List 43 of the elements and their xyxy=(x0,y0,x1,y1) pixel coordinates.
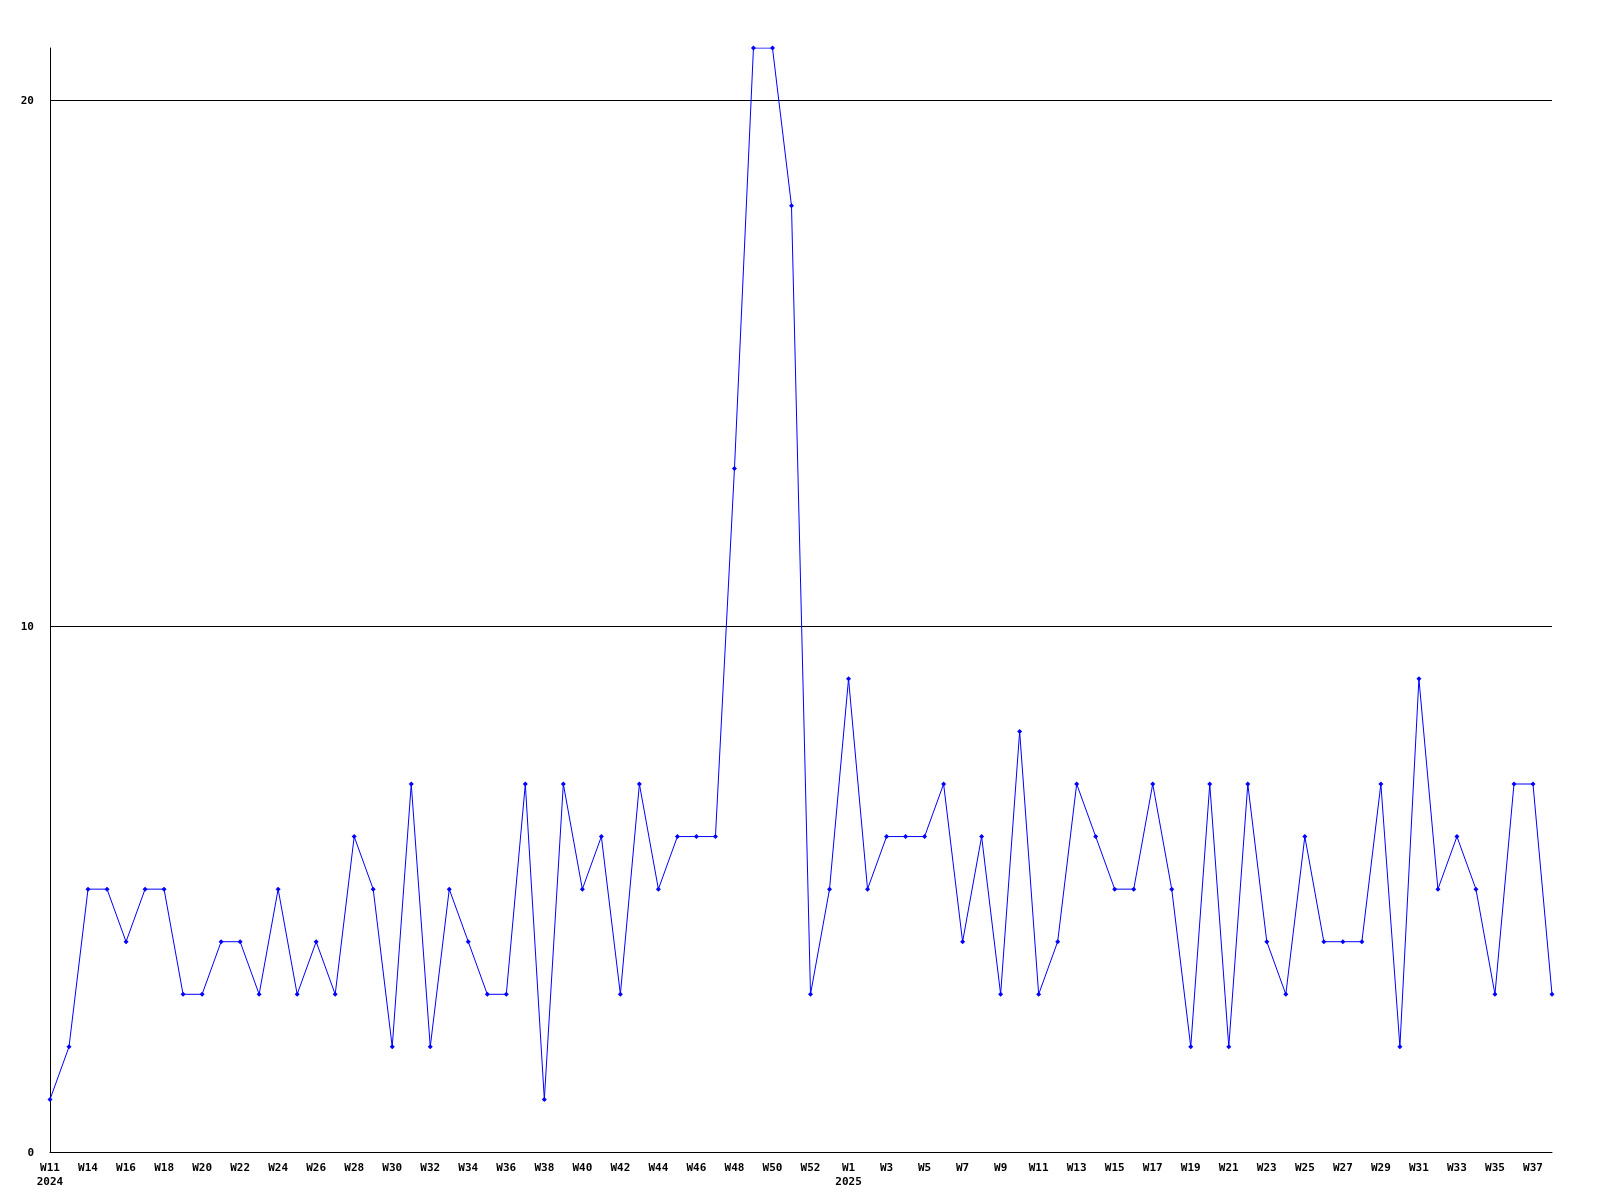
x-tick-label: W17 xyxy=(1142,1160,1163,1174)
x-tick-label: W38 xyxy=(534,1160,555,1174)
x-tick-label: W35 xyxy=(1485,1160,1505,1174)
x-tick-label: W16 xyxy=(116,1160,137,1174)
x-tick-label: W34 xyxy=(458,1160,479,1174)
x-tick-label: W7 xyxy=(955,1160,970,1174)
x-tick-label: W29 xyxy=(1370,1160,1391,1174)
y-tick-label: 10 xyxy=(20,619,34,633)
x-tick-label: W52 xyxy=(800,1160,821,1174)
x-tick-label: W19 xyxy=(1180,1160,1201,1174)
x-tick-label: W24 xyxy=(268,1160,289,1174)
x-tick-label: W18 xyxy=(154,1160,175,1174)
y-tick-label: 20 xyxy=(20,94,34,108)
x-tick-label: W23 xyxy=(1256,1160,1277,1174)
x-tick-label: W22 xyxy=(230,1160,251,1174)
x-tick-label: W28 xyxy=(344,1160,365,1174)
x-tick-label: W32 xyxy=(420,1160,441,1174)
x-tick-label: W11 2024 xyxy=(36,1160,64,1188)
x-tick-label: W30 xyxy=(382,1160,403,1174)
x-tick-label: W27 xyxy=(1332,1160,1353,1174)
x-tick-label: W11 xyxy=(1028,1160,1049,1174)
x-tick-label: W36 xyxy=(496,1160,517,1174)
x-tick-label: W3 xyxy=(879,1160,894,1174)
x-tick-label: W5 xyxy=(917,1160,932,1174)
x-tick-label: W25 xyxy=(1294,1160,1315,1174)
x-tick-label: W44 xyxy=(648,1160,669,1174)
x-tick-label: W14 xyxy=(78,1160,99,1174)
x-tick-label: W31 xyxy=(1408,1160,1430,1174)
x-tick-label: W42 xyxy=(610,1160,631,1174)
x-tick-label: W13 xyxy=(1066,1160,1087,1174)
x-tick-label: W37 xyxy=(1523,1160,1543,1174)
x-tick-label: W20 xyxy=(192,1160,213,1174)
y-tick-label: 0 xyxy=(27,1145,34,1159)
x-tick-label: W50 xyxy=(762,1160,783,1174)
x-tick-label: W26 xyxy=(306,1160,327,1174)
x-tick-label: W33 xyxy=(1447,1160,1467,1174)
x-tick-label: W40 xyxy=(572,1160,593,1174)
x-tick-label: W9 xyxy=(994,1160,1008,1174)
x-tick-label: W15 xyxy=(1104,1160,1125,1174)
x-tick-label: W48 xyxy=(724,1160,745,1174)
x-tick-label: W1 2025 xyxy=(835,1160,862,1188)
x-tick-label: W21 xyxy=(1218,1160,1240,1174)
x-tick-label: W46 xyxy=(686,1160,707,1174)
